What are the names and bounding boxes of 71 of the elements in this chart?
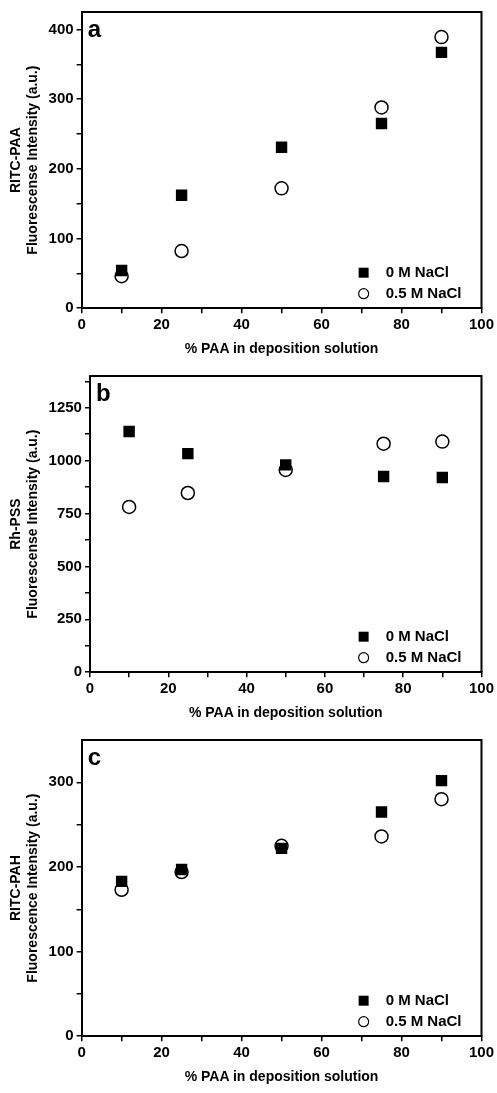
x-tick-label: 60 bbox=[313, 1043, 330, 1061]
legend-label: 0 M NaCl bbox=[385, 262, 449, 280]
x-axis-title: % PAA in deposition solution bbox=[184, 1068, 379, 1085]
point bbox=[123, 425, 135, 438]
y-tick-label: 0 bbox=[65, 298, 74, 316]
point bbox=[182, 447, 194, 460]
y-axis-title: Rh-PSS Fluorescense Intensity (a.u.) bbox=[7, 429, 41, 619]
point bbox=[374, 829, 389, 844]
x-axis-title: % PAA in deposition solution bbox=[184, 340, 379, 357]
y-tick-label: 400 bbox=[48, 19, 74, 37]
x-tick-label: 40 bbox=[238, 679, 255, 697]
point bbox=[275, 842, 288, 855]
point bbox=[435, 46, 448, 59]
x-tick-label: 40 bbox=[233, 1043, 250, 1061]
annotation: a bbox=[87, 14, 102, 42]
x-tick-label: 20 bbox=[153, 315, 170, 333]
point bbox=[374, 100, 389, 115]
legend-label: 0 M NaCl bbox=[385, 990, 449, 1008]
point bbox=[180, 485, 196, 501]
point bbox=[375, 806, 388, 818]
point bbox=[376, 436, 391, 451]
y-axis-title: RITC-PAH Fluorescence Intensity (a.u.) bbox=[7, 793, 41, 983]
x-tick-label: 80 bbox=[393, 315, 410, 333]
legend-label: 0.5 M NaCl bbox=[385, 1011, 462, 1029]
x-tick-label: 20 bbox=[159, 679, 177, 697]
point bbox=[375, 117, 388, 130]
x-axis-title: % PAA in deposition solution bbox=[188, 704, 383, 721]
y-tick-label: 250 bbox=[56, 609, 82, 627]
point bbox=[435, 434, 450, 449]
annotation: c bbox=[87, 742, 101, 770]
point bbox=[174, 243, 189, 259]
legend-label: 0 M NaCl bbox=[385, 626, 449, 644]
y-tick-label: 1000 bbox=[48, 450, 82, 468]
point bbox=[175, 863, 188, 876]
point bbox=[280, 459, 292, 471]
point bbox=[115, 875, 128, 888]
x-tick-label: 100 bbox=[468, 1043, 494, 1061]
y-tick-label: 100 bbox=[48, 228, 74, 246]
point bbox=[115, 264, 128, 277]
point bbox=[435, 774, 448, 787]
point bbox=[121, 499, 137, 515]
x-tick-label: 80 bbox=[394, 679, 412, 697]
point bbox=[434, 29, 449, 45]
y-tick-label: 0 bbox=[73, 662, 82, 680]
y-tick-label: 300 bbox=[48, 89, 74, 107]
legend-label: 0.5 M NaCl bbox=[385, 647, 462, 665]
point bbox=[436, 471, 449, 484]
x-tick-label: 0 bbox=[85, 679, 95, 697]
x-tick-label: 20 bbox=[153, 1043, 170, 1061]
y-axis-title: RITC-PAA Fluorescense Intensity (a.u.) bbox=[7, 65, 41, 255]
y-tick-label: 300 bbox=[48, 772, 74, 790]
x-tick-label: 80 bbox=[393, 1043, 410, 1061]
y-tick-label: 1250 bbox=[48, 397, 82, 415]
point bbox=[274, 181, 289, 196]
point bbox=[377, 470, 390, 483]
x-tick-label: 60 bbox=[313, 315, 330, 333]
legend-label: 0.5 M NaCl bbox=[385, 283, 462, 301]
y-tick-label: 200 bbox=[48, 158, 74, 176]
y-tick-label: 200 bbox=[48, 857, 74, 875]
y-tick-label: 750 bbox=[56, 503, 82, 521]
x-tick-label: 60 bbox=[316, 679, 334, 697]
point bbox=[175, 189, 188, 201]
y-tick-label: 500 bbox=[56, 556, 82, 574]
y-tick-label: 0 bbox=[65, 1026, 74, 1044]
point bbox=[434, 791, 449, 807]
x-tick-label: 40 bbox=[233, 315, 250, 333]
annotation: b bbox=[95, 378, 111, 406]
x-tick-label: 100 bbox=[468, 679, 494, 697]
y-tick-label: 100 bbox=[48, 941, 74, 959]
x-tick-label: 100 bbox=[468, 315, 494, 333]
point bbox=[275, 141, 288, 153]
